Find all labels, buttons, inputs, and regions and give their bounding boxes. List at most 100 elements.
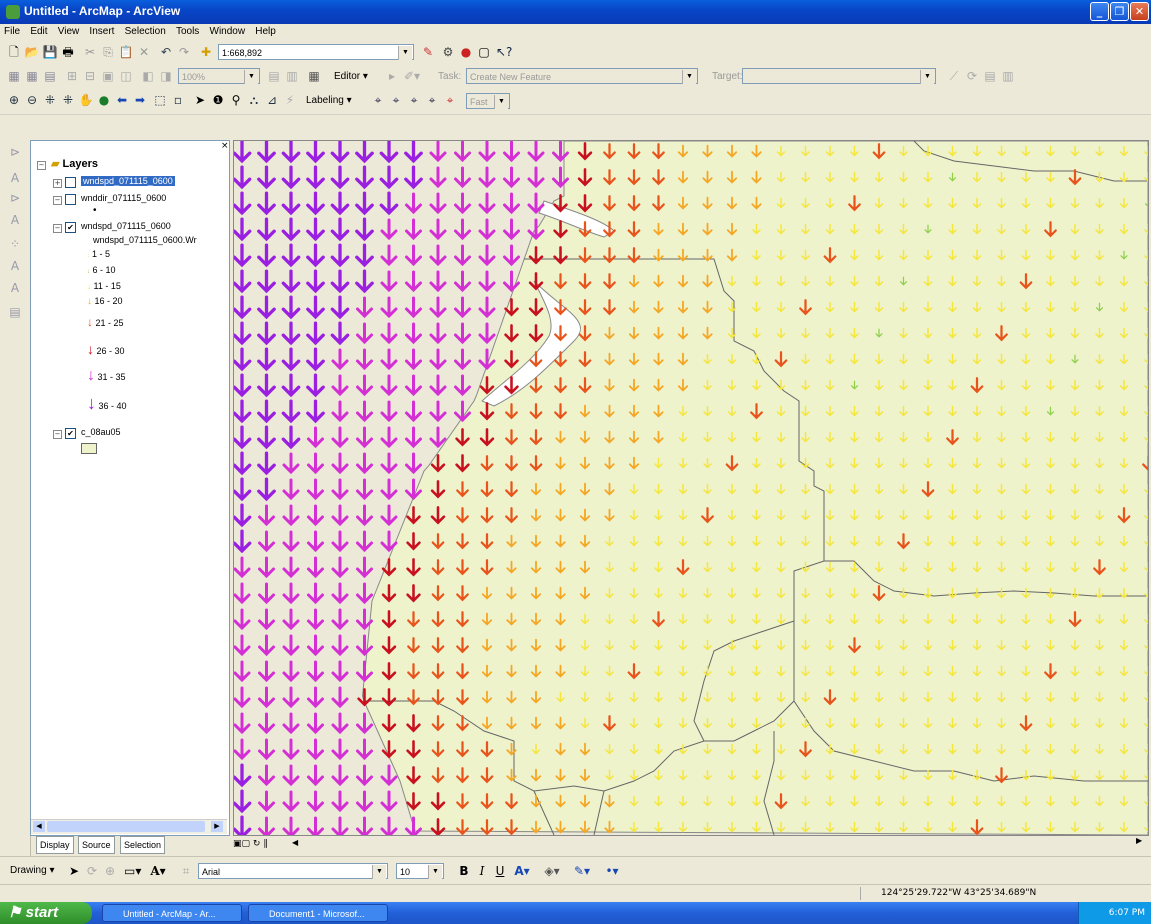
layer-item-c08au05[interactable]: c_08au05 — [81, 427, 121, 437]
zoom-percent-combo[interactable]: 100% ▼ — [178, 68, 260, 84]
layer-checkbox-checked[interactable]: ✔ — [65, 428, 76, 439]
zoom-to-selected-icon[interactable]: ⊕ — [104, 864, 116, 878]
bold-button[interactable]: B — [459, 864, 469, 878]
target-combo[interactable]: ▼ — [742, 68, 936, 84]
zoom-100-icon[interactable]: ◫ — [120, 69, 132, 83]
pan-hand-icon[interactable]: ✋ — [78, 93, 94, 107]
horizontal-scrollbar[interactable]: ◀ ▶ — [31, 819, 227, 834]
forward-arrow-icon[interactable]: ➡ — [134, 93, 146, 107]
chevron-down-icon[interactable]: ▼ — [428, 865, 442, 879]
arcmap-app-icon[interactable] — [6, 5, 20, 19]
measure-icon[interactable]: ⊿ — [266, 93, 278, 107]
chevron-down-icon[interactable]: ▼ — [244, 70, 258, 84]
hyperlink-icon[interactable]: ⚡ — [285, 93, 295, 107]
tool-icon-6[interactable]: A — [10, 259, 20, 273]
menu-insert[interactable]: Insert — [89, 26, 115, 37]
tool-icon-3[interactable]: ⊳ — [9, 191, 21, 205]
drawing-menu[interactable]: Drawing ▾ — [10, 865, 55, 876]
fill-color-icon[interactable]: ◈▾ — [544, 864, 560, 878]
cut-icon[interactable]: ✂ — [84, 45, 96, 59]
marker-color-icon[interactable]: •▾ — [605, 864, 619, 878]
attributes-icon[interactable]: ▤ — [984, 69, 996, 83]
map-view[interactable] — [233, 140, 1149, 836]
underline-button[interactable]: U — [495, 864, 505, 878]
full-extent-globe-icon[interactable]: ● — [98, 93, 110, 107]
collapse-icon[interactable]: − — [53, 430, 62, 439]
italic-button[interactable]: I — [479, 864, 485, 878]
clock[interactable]: 6:07 PM — [1108, 908, 1145, 918]
menu-selection[interactable]: Selection — [124, 26, 166, 37]
zoom-page-out-icon[interactable]: ⊟ — [84, 69, 96, 83]
select-features-icon[interactable]: ⬚ — [154, 93, 166, 107]
tool-icon-5[interactable]: ⁘ — [9, 237, 21, 251]
clear-selection-icon[interactable]: ▫ — [173, 93, 183, 107]
scroll-left-icon[interactable]: ◀ — [33, 821, 45, 832]
close-button[interactable]: ✕ — [1130, 2, 1149, 21]
scroll-right-icon[interactable]: ▶ — [211, 821, 223, 832]
new-document-icon[interactable]: 🗋 — [9, 45, 19, 59]
chevron-down-icon[interactable]: ▼ — [920, 70, 934, 84]
save-icon[interactable]: 💾 — [42, 45, 58, 59]
menu-help[interactable]: Help — [255, 26, 276, 37]
select-elements-arrow-icon[interactable]: ➤ — [194, 93, 206, 107]
label-weight-icon[interactable]: ⌖ — [410, 93, 418, 107]
toolbox-red-icon[interactable]: ● — [460, 45, 472, 59]
zoom-out-icon[interactable]: ⊖ — [26, 93, 38, 107]
find-binoculars-icon[interactable]: ⚲ — [231, 93, 241, 107]
zoom-page-icon[interactable]: ⊞ — [66, 69, 78, 83]
redo-icon[interactable]: ↷ — [178, 45, 190, 59]
start-button[interactable]: ⚑ start — [0, 902, 92, 924]
change-layout-icon[interactable]: ▦ — [308, 69, 320, 83]
scroll-right-icon[interactable]: ▶ — [1136, 836, 1143, 845]
chevron-down-icon[interactable]: ▼ — [494, 95, 508, 109]
sketch-tool-icon[interactable]: ✐▾ — [404, 69, 421, 83]
delete-icon[interactable]: ✕ — [138, 45, 150, 59]
taskbar-item-word[interactable]: Document1 - Microsof... — [248, 904, 388, 922]
labeling-menu[interactable]: Labeling ▾ — [306, 95, 352, 106]
tab-display[interactable]: Display — [36, 836, 74, 854]
layout-icon-3[interactable]: ▤ — [44, 69, 56, 83]
line-color-icon[interactable]: ✎▾ — [574, 864, 591, 878]
identify-icon[interactable]: ❶ — [212, 93, 224, 107]
open-folder-icon[interactable]: 📂 — [24, 45, 40, 59]
tool-icon-4[interactable]: A — [10, 213, 20, 227]
expand-icon[interactable]: + — [53, 179, 62, 188]
map-scale-combo[interactable]: 1:668,892 ▼ — [218, 44, 414, 60]
back-arrow-icon[interactable]: ⬅ — [116, 93, 128, 107]
split-tool-icon[interactable]: ⟋ — [949, 69, 959, 83]
tab-source[interactable]: Source — [78, 836, 115, 854]
layer-item-wnddir[interactable]: wnddir_071115_0600 — [81, 193, 167, 203]
task-combo[interactable]: Create New Feature ▼ — [466, 68, 698, 84]
fixed-zoom-out-icon[interactable]: ⁜ — [62, 93, 74, 107]
map-canvas[interactable] — [234, 141, 1148, 835]
zoom-in-icon[interactable]: ⊕ — [8, 93, 20, 107]
layer-item-wndspd-selected[interactable]: wndspd_071115_0600 — [81, 176, 175, 186]
toc-close-icon[interactable]: × — [221, 141, 229, 151]
fixed-zoom-in-icon[interactable]: ⁜ — [44, 93, 56, 107]
print-icon[interactable]: 🖶 — [62, 45, 74, 59]
layout-icon[interactable]: ▦ — [8, 69, 20, 83]
layer-item-wndspd[interactable]: wndspd_071115_0600 — [81, 221, 171, 231]
rotate-tool-icon[interactable]: ⟳ — [966, 69, 978, 83]
label-manager-icon[interactable]: ⌖ — [374, 93, 382, 107]
layers-root[interactable]: ▰ Layers — [51, 157, 98, 170]
font-size-combo[interactable]: 10 ▼ — [396, 863, 444, 879]
font-combo[interactable]: Arial ▼ — [198, 863, 388, 879]
font-color-icon[interactable]: A▾ — [514, 864, 530, 878]
collapse-icon[interactable]: − — [53, 224, 62, 233]
select-elements-arrow-icon[interactable]: ➤ — [68, 864, 80, 878]
tool-icon-7[interactable]: A — [10, 281, 20, 295]
layer-checkbox[interactable] — [65, 194, 76, 205]
pan-page-icon[interactable]: ▣ — [102, 69, 114, 83]
whats-this-icon[interactable]: ↖? — [496, 45, 513, 59]
tab-selection[interactable]: Selection — [120, 836, 166, 854]
layout-icon-2[interactable]: ▦ — [26, 69, 38, 83]
previous-extent-page-icon[interactable]: ◨ — [160, 69, 172, 83]
menu-edit[interactable]: Edit — [30, 26, 48, 37]
sketch-properties-icon[interactable]: ▥ — [1002, 69, 1014, 83]
copy-icon[interactable]: ⎘ — [103, 45, 113, 59]
add-data-icon[interactable]: ✚ — [200, 45, 212, 59]
scroll-left-icon[interactable]: ◀ — [292, 838, 299, 847]
layer-checkbox[interactable] — [65, 177, 76, 188]
title-bar[interactable]: Untitled - ArcMap - ArcView _ ❐ ✕ — [0, 0, 1151, 24]
